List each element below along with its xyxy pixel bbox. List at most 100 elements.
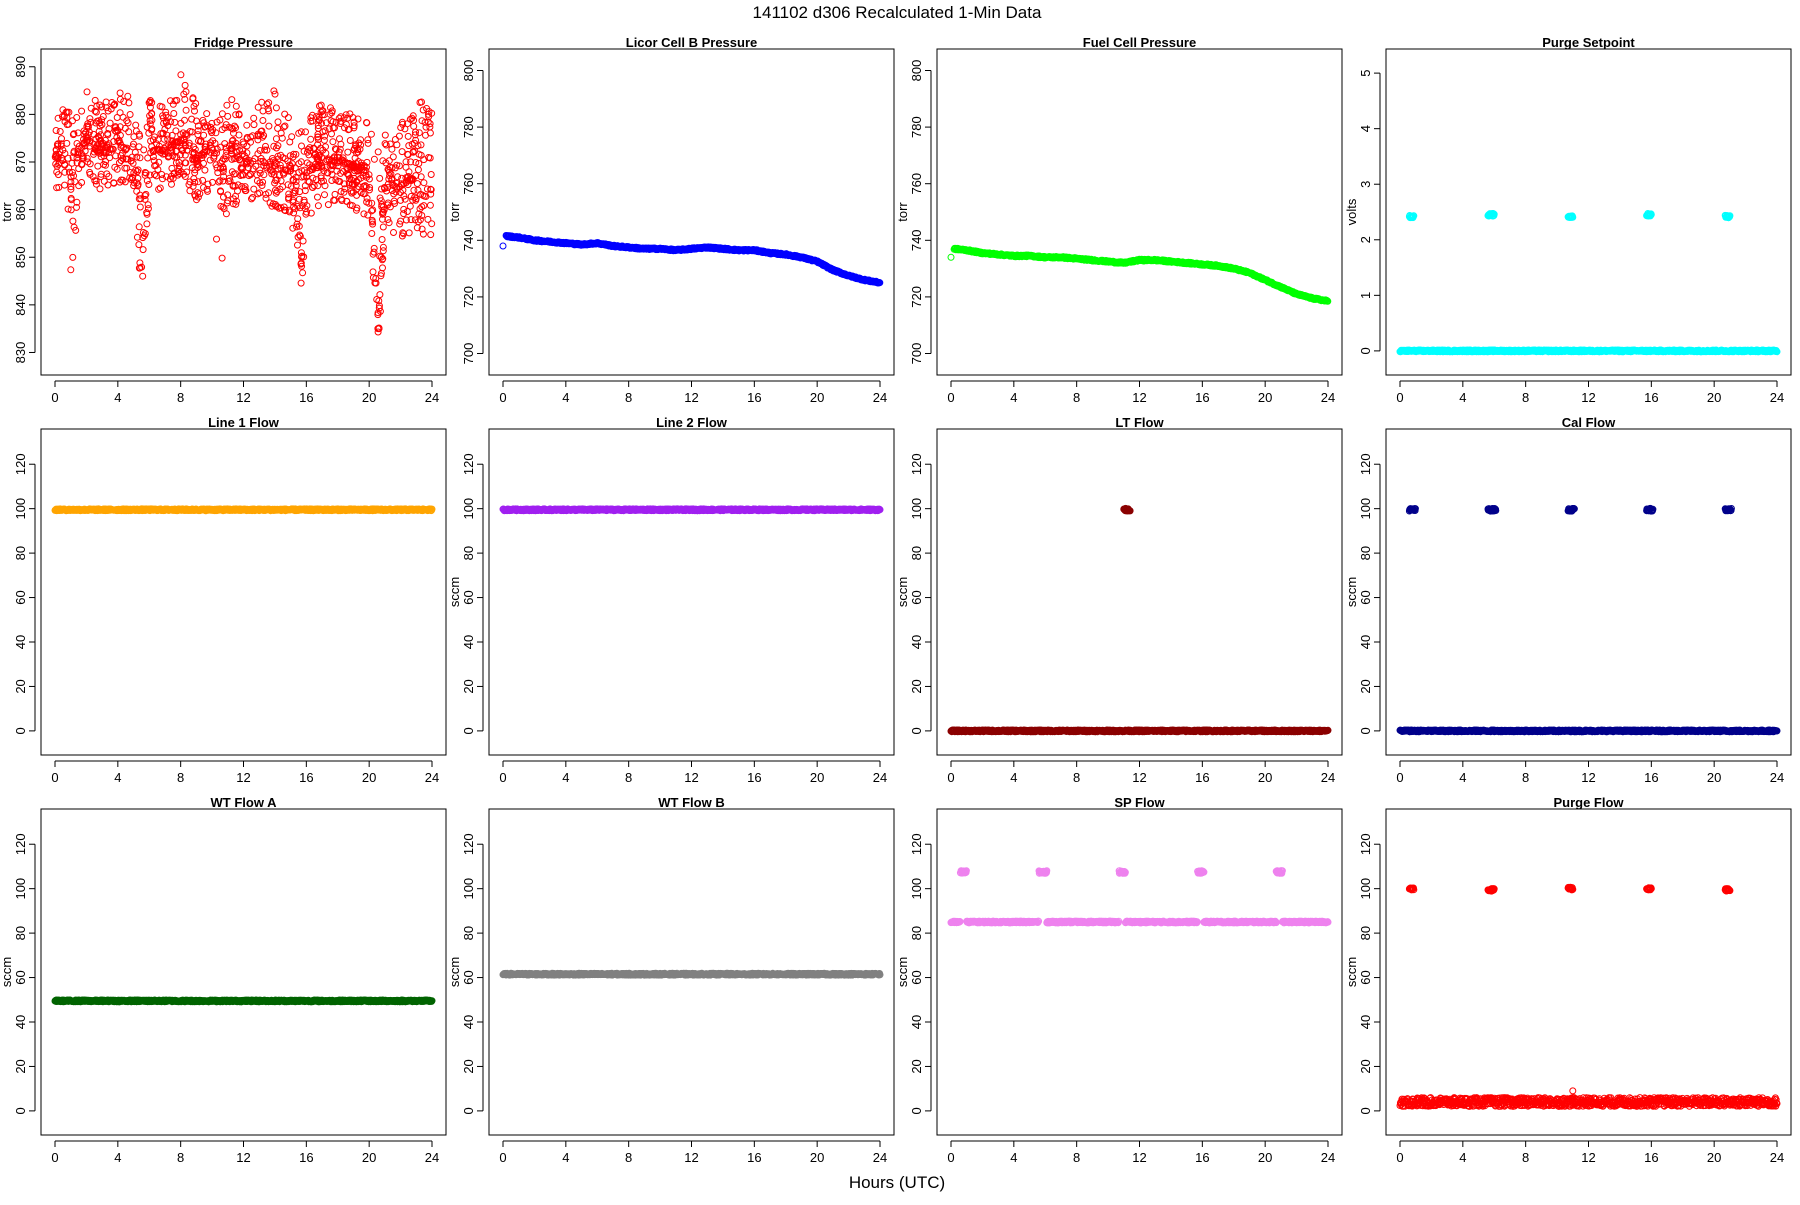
data-point [273,136,279,142]
x-tick-label: 0 [947,390,954,405]
x-tick-label: 24 [873,390,887,405]
series-points [52,72,434,335]
x-tick-label: 20 [362,390,376,405]
x-tick-label: 8 [177,390,184,405]
x-tick-label: 12 [236,390,250,405]
data-point [303,129,309,135]
y-tick-label: 800 [909,60,924,82]
y-tick-label: 760 [909,173,924,195]
y-tick-label: 720 [461,286,476,308]
data-point [95,163,101,169]
data-point [251,186,257,192]
data-point [260,118,266,124]
data-point [182,82,188,88]
data-point [325,202,331,208]
data-point [287,139,293,145]
data-point [251,122,257,128]
data-point [315,203,321,209]
y-tick-label: 0 [1358,347,1373,354]
y-axis-label: torr [0,202,14,222]
data-point [146,182,152,188]
data-point [375,149,381,155]
y-tick-label: 2 [1358,236,1373,243]
y-tick-label: 780 [909,116,924,138]
y-tick-label: 700 [461,343,476,365]
plot-frame [489,49,894,375]
data-point [133,122,139,128]
data-point [365,140,371,146]
data-point [266,100,272,106]
data-point [390,154,396,160]
data-point [368,131,374,137]
data-point [371,156,377,162]
y-tick-label: 1 [1358,292,1373,299]
panel-title: Fuel Cell Pressure [1083,35,1196,50]
data-point [421,203,427,209]
data-point [300,238,306,244]
data-point [329,131,335,137]
data-point [308,136,314,142]
data-point [315,194,321,200]
data-point [332,191,338,197]
data-point [57,129,63,135]
data-point [204,111,210,117]
data-point [136,224,142,230]
data-point [68,267,74,273]
data-point [136,242,142,248]
y-axis-label: volts [1344,198,1359,225]
data-point [425,216,431,222]
x-tick-label: 12 [684,390,698,405]
y-tick-label: 850 [13,246,28,268]
data-point [406,230,412,236]
y-axis-label: torr [447,202,462,222]
x-tick-label: 24 [1321,390,1335,405]
y-tick-label: 830 [13,342,28,364]
data-point [76,166,82,172]
data-point [411,123,417,129]
y-tick-label: 860 [13,199,28,221]
data-point [236,132,242,138]
data-point [273,105,279,111]
data-point [125,93,131,99]
y-axis-label: torr [895,202,910,222]
data-point [282,111,288,117]
data-point [428,232,434,238]
data-point [370,251,376,257]
plot-frame [937,49,1342,375]
series-points [52,506,435,514]
y-tick-label: 3 [1358,181,1373,188]
data-point [214,236,220,242]
data-point [396,133,402,139]
y-tick-label: 880 [13,104,28,126]
panel-title: Purge Setpoint [1542,35,1635,50]
data-point [53,128,59,134]
data-point [127,112,133,118]
data-point [411,187,417,193]
data-point [263,143,269,149]
x-tick-label: 8 [1073,390,1080,405]
data-point [144,221,150,227]
data-point [117,90,123,96]
data-point [140,247,146,253]
data-point [229,97,235,103]
x-tick-label: 4 [562,390,569,405]
series-points [1397,211,1780,355]
data-point [156,186,162,192]
data-point [137,204,143,210]
data-point [347,138,353,144]
data-point [70,118,76,124]
data-point [145,155,151,161]
data-point [948,254,954,260]
data-point [418,174,424,180]
x-tick-label: 4 [114,390,121,405]
x-tick-label: 16 [1644,390,1658,405]
data-point [428,172,434,178]
x-tick-label: 8 [625,390,632,405]
y-tick-label: 720 [909,286,924,308]
data-point [382,132,388,138]
x-tick-label: 16 [299,390,313,405]
x-tick-label: 16 [747,390,761,405]
